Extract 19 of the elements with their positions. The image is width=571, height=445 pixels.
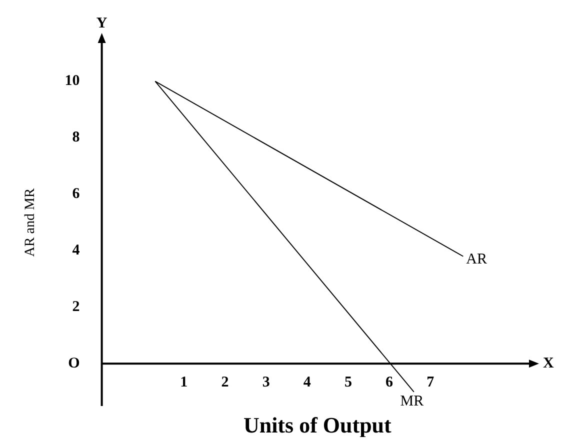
y-tick-label: 10 bbox=[64, 73, 80, 90]
x-tick-label: 4 bbox=[303, 374, 312, 391]
x-tick-label: 2 bbox=[221, 374, 229, 391]
y-axis-title: AR and MR bbox=[23, 188, 38, 257]
text: Y bbox=[96, 15, 108, 32]
x-tick-label: 7 bbox=[426, 374, 435, 391]
x-tick-label: 1 bbox=[180, 374, 188, 391]
y-tick-label: 2 bbox=[72, 299, 80, 316]
y-tick-label: 6 bbox=[72, 186, 80, 202]
y-tick-label: 8 bbox=[72, 130, 80, 146]
x-tick-label: 6 bbox=[386, 374, 394, 391]
series-label: MR bbox=[400, 393, 424, 410]
text: X bbox=[543, 356, 554, 372]
y-tick-label: O bbox=[68, 356, 80, 372]
series-label: AR bbox=[466, 251, 488, 268]
x-tick-label: 5 bbox=[344, 374, 352, 391]
x-tick-label: 3 bbox=[262, 374, 270, 391]
y-tick-label: 4 bbox=[72, 242, 80, 259]
x-axis-title: Units of Output bbox=[243, 412, 392, 438]
